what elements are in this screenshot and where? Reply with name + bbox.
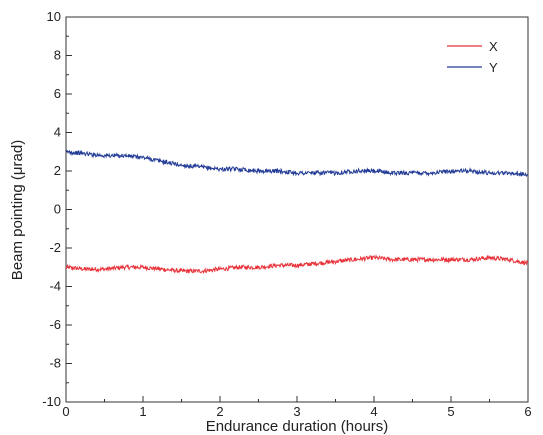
- y-tick-label: -4: [49, 279, 61, 294]
- x-tick-label: 0: [62, 404, 69, 419]
- legend-label-x: X: [489, 39, 498, 54]
- x-axis-title: Endurance duration (hours): [206, 418, 389, 435]
- y-tick-label: 2: [54, 163, 61, 178]
- x-tick-label: 4: [370, 404, 377, 419]
- y-tick-label: 4: [54, 125, 61, 140]
- x-axis: 0 1 2 3 4 5 6: [62, 396, 532, 419]
- y-tick-label: -10: [42, 394, 61, 409]
- series-line-y: [65, 149, 529, 178]
- y-tick-label: -2: [49, 240, 61, 255]
- y-axis: -10 -8 -6 -4 -2 0 2 4 6 8 10: [42, 9, 72, 409]
- y-tick-label: 8: [54, 48, 61, 63]
- legend-label-y: Y: [489, 60, 498, 75]
- y-axis-title: Beam pointing (μrad): [9, 140, 26, 280]
- plot-frame: [65, 16, 529, 403]
- y-tick-label: -8: [49, 356, 61, 371]
- series-line-x: [65, 253, 529, 275]
- x-tick-label: 6: [524, 404, 531, 419]
- x-tick-label: 3: [293, 404, 300, 419]
- y-tick-label: -6: [49, 317, 61, 332]
- x-tick-label: 1: [139, 404, 146, 419]
- series-layer: [65, 149, 529, 275]
- legend: XY: [447, 39, 498, 75]
- y-tick-label: 10: [47, 9, 61, 24]
- x-tick-label: 2: [216, 404, 223, 419]
- y-tick-label: 0: [54, 202, 61, 217]
- y-tick-label: 6: [54, 86, 61, 101]
- x-tick-label: 5: [447, 404, 454, 419]
